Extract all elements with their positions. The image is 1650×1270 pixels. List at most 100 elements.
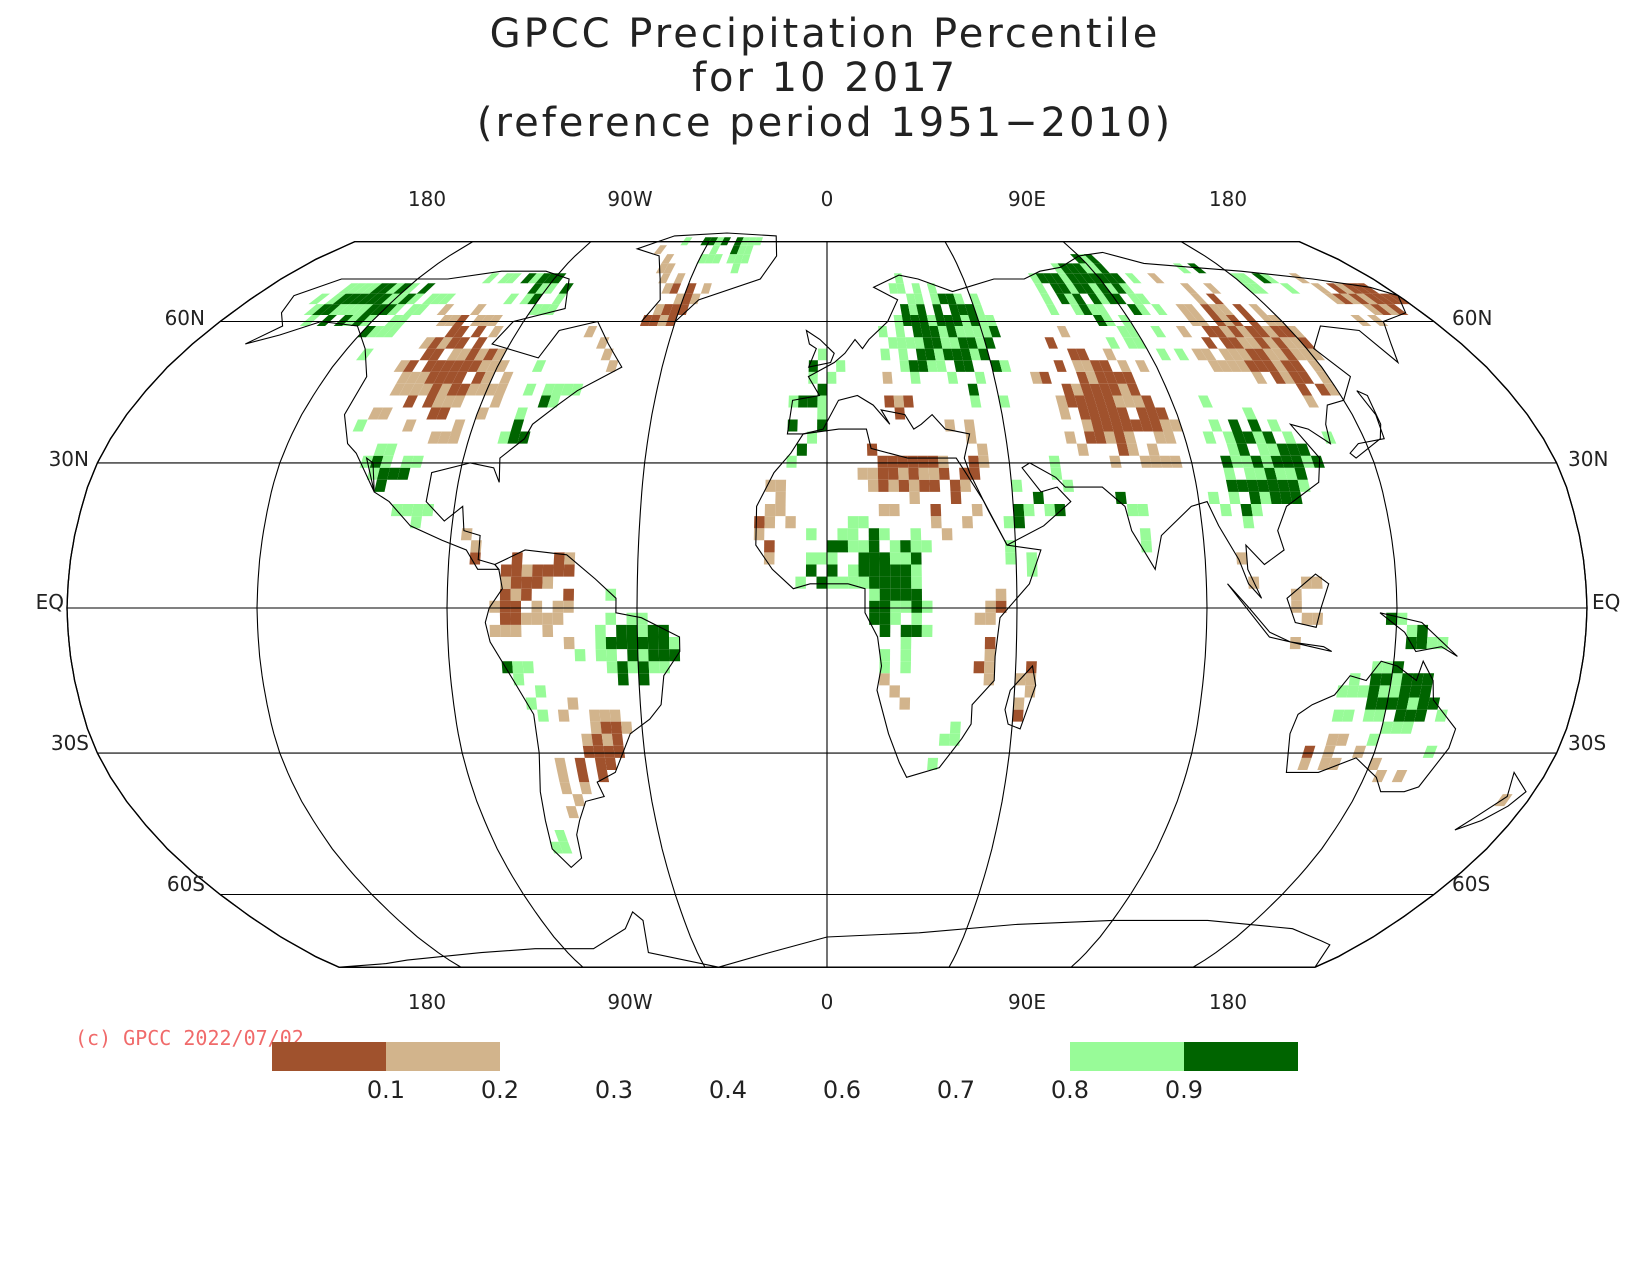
precip-cell: [807, 395, 818, 408]
precip-cell: [1386, 304, 1409, 315]
precip-cell: [890, 600, 901, 613]
precip-cell: [1084, 431, 1097, 444]
precip-cell: [1266, 479, 1280, 492]
precip-cell: [393, 360, 411, 372]
lat-label-60s-right: 60S: [1452, 872, 1490, 896]
precip-cell: [1270, 337, 1289, 349]
precip-cell: [984, 315, 998, 326]
precip-cell: [617, 673, 629, 686]
precip-cell: [552, 612, 564, 625]
precip-cell: [563, 637, 575, 650]
precip-cell: [1243, 360, 1261, 372]
precip-cell: [1071, 360, 1086, 372]
precip-cell: [888, 467, 899, 480]
precip-cell: [1325, 283, 1348, 294]
precip-cell: [1205, 293, 1224, 305]
precip-cell: [535, 273, 552, 284]
precip-cell: [910, 528, 922, 541]
precip-cell: [1302, 395, 1319, 408]
precip-cell: [596, 770, 610, 783]
precip-cell: [1261, 337, 1281, 349]
precip-cell: [1377, 304, 1401, 315]
precip-cell: [1379, 293, 1403, 305]
precip-cell: [504, 273, 522, 284]
precip-cell: [547, 395, 561, 408]
precip-cell: [553, 552, 565, 565]
precip-cell: [969, 348, 981, 361]
precip-cell: [827, 552, 838, 565]
precip-cell: [1126, 504, 1139, 517]
precip-cell: [1108, 383, 1122, 396]
precip-cell: [1117, 383, 1132, 396]
precip-cell: [1094, 371, 1109, 384]
lon-label-90w-top: 90W: [607, 187, 652, 211]
precip-cell: [1159, 455, 1173, 468]
precip-cell: [1095, 283, 1111, 294]
precip-cell: [1134, 304, 1151, 315]
legend-tick-labels: 0.1 0.2 0.3 0.4 0.6 0.7 0.8 0.9: [367, 1076, 1203, 1104]
precip-cell: [1331, 709, 1345, 722]
precip-cell: [867, 467, 879, 480]
precip-cell: [969, 395, 982, 408]
precip-cell: [606, 661, 618, 674]
precip-cell: [1393, 709, 1407, 722]
title-line-3: (reference period 1951−2010): [477, 100, 1173, 146]
precip-cell: [1219, 504, 1232, 517]
precip-cell: [1201, 337, 1218, 349]
precip-cell: [595, 624, 606, 637]
precip-cell: [1139, 528, 1152, 541]
precip-cell: [476, 360, 492, 372]
precip-cell: [869, 564, 880, 577]
precip-cell: [452, 371, 468, 384]
precip-cell: [921, 624, 933, 637]
precip-cell: [1065, 273, 1081, 284]
precip-cell: [1013, 504, 1025, 517]
precip-cell: [1258, 273, 1280, 284]
precip-cell: [1252, 326, 1271, 338]
precip-cell: [1335, 733, 1350, 746]
precip-cell: [1175, 304, 1193, 315]
precip-cell: [946, 371, 959, 384]
precip-cell: [1150, 326, 1167, 338]
precip-cell: [1228, 273, 1249, 284]
precip-cell: [531, 576, 543, 589]
precip-cell: [736, 245, 747, 255]
precip-cell: [730, 263, 741, 274]
precip-cell: [345, 304, 366, 315]
precip-cell: [900, 552, 912, 565]
precip-cell: [513, 673, 525, 686]
precip-cell: [1048, 455, 1061, 468]
precip-cell: [1366, 315, 1389, 326]
precip-cell: [465, 383, 481, 396]
precip-cell: [1296, 443, 1311, 456]
precip-cell: [1087, 283, 1104, 294]
precip-cell: [495, 360, 510, 372]
precip-cell: [1310, 283, 1332, 294]
precip-cell: [1116, 360, 1132, 372]
precip-cell: [527, 273, 545, 284]
coast-north-america: [245, 270, 623, 570]
precip-cell: [1075, 348, 1090, 361]
precip-cell: [1078, 304, 1093, 315]
precip-cell: [879, 564, 891, 577]
precip-cell: [1202, 431, 1217, 444]
precip-cell: [497, 273, 515, 284]
precip-cell: [907, 455, 919, 468]
precip-cell: [1023, 504, 1035, 517]
precip-cell: [1250, 455, 1264, 468]
precip-cell: [1416, 637, 1428, 650]
precip-cell: [1361, 304, 1384, 315]
precip-cell: [1074, 395, 1088, 408]
precip-cell: [349, 293, 370, 305]
precip-cell: [444, 326, 462, 338]
precip-cell: [359, 315, 379, 326]
precip-cell: [908, 304, 919, 315]
precip-cell: [1226, 443, 1241, 456]
precip-cell: [941, 528, 953, 541]
precip-cell: [1209, 326, 1228, 338]
precip-cell: [1116, 326, 1132, 338]
precip-cell: [324, 293, 346, 305]
precip-cell: [421, 360, 438, 372]
precip-cell: [1044, 504, 1056, 517]
precip-cell: [962, 360, 975, 372]
